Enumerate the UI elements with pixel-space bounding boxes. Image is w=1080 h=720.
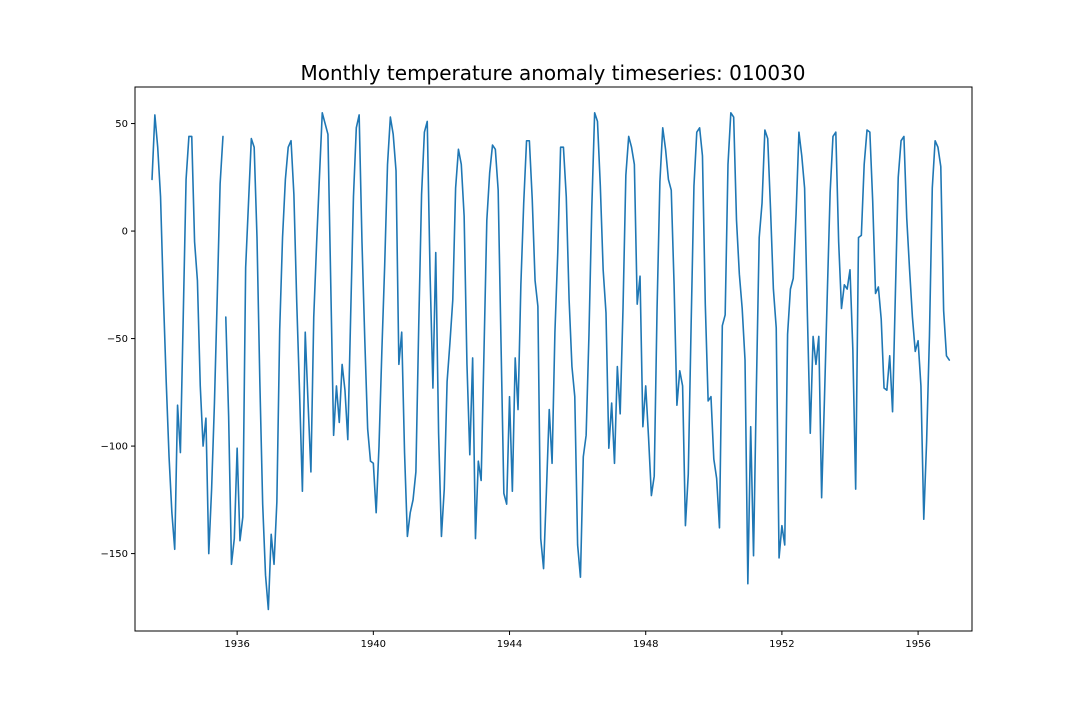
x-tick-label: 1940 [361,639,386,650]
x-tick-label: 1936 [224,639,249,650]
x-tick-label: 1956 [905,639,930,650]
series-line-segment-2 [224,112,951,611]
x-tick-label: 1944 [497,639,522,650]
y-tick-label: 50 [115,119,128,130]
x-tick-label: 1948 [633,639,658,650]
y-tick-label: −100 [101,442,128,453]
y-tick-label: 0 [122,227,128,238]
x-tick-label: 1952 [769,639,794,650]
series-line-segment-1 [151,114,224,555]
plot-area [151,112,951,611]
axis-ticks: 1936 1940 1944 1948 1952 1956 50 0 −50 −100 −150 [101,119,931,650]
chart-title: Monthly temperature anomaly timeseries: … [300,61,805,85]
axes-frame [134,86,973,632]
y-tick-label: −150 [101,549,128,560]
y-tick-label: −50 [107,334,128,345]
